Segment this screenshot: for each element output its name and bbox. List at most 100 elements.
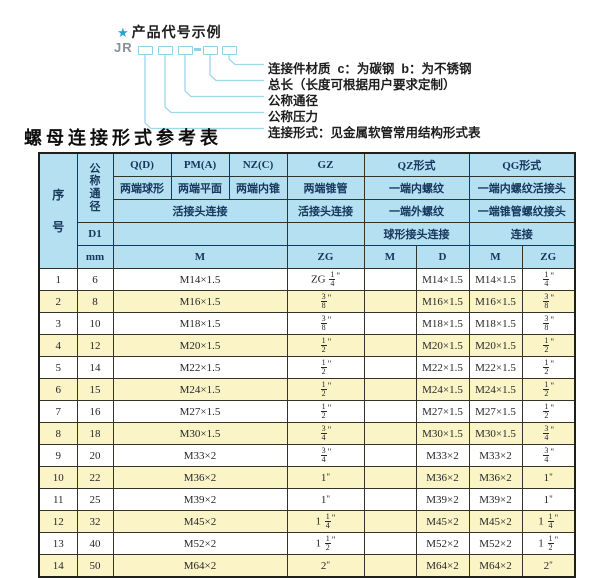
header-connect: 连接 xyxy=(468,222,576,246)
cell-qg-m: M20×1.5 xyxy=(468,334,523,357)
cell-serial: 14 xyxy=(38,554,78,578)
code-box-3 xyxy=(178,46,193,55)
table-body: 1 6 M14×1.5 ZG 1 4 " M14×1.5 M14×1.5 1 4 " 2 8 M16×1.… xyxy=(38,268,576,578)
cell-mm: 6 xyxy=(76,268,114,291)
cell-m-thread: M18×1.5 xyxy=(112,312,288,335)
table-row: 12 32 M45×2 1 1 4 " M45×2 M45×2 1 1 4 " xyxy=(38,510,576,533)
diagram-title: ★ 产品代号示例 xyxy=(117,22,222,42)
cell-serial: 3 xyxy=(38,312,78,335)
cell-qg-zg: 1 4 " xyxy=(521,268,576,291)
cell-qg-m: M36×2 xyxy=(468,466,523,489)
code-box-5 xyxy=(222,46,237,55)
cell-qz-m xyxy=(363,422,417,445)
cell-qg-m: M45×2 xyxy=(468,510,523,533)
cell-m-thread: M27×1.5 xyxy=(112,400,288,423)
cell-mm: 10 xyxy=(76,312,114,335)
header-unit-qg-zg: ZG xyxy=(521,245,576,269)
header-sub-gz: 两端锥管 xyxy=(286,176,365,200)
cell-m-thread: M14×1.5 xyxy=(112,268,288,291)
cell-gz-zg: ZG 1 4 " xyxy=(286,268,365,291)
cell-qg-m: M39×2 xyxy=(468,488,523,511)
header-group-pma: PM(A) xyxy=(170,152,230,177)
cell-mm: 16 xyxy=(76,400,114,423)
cell-qz-m xyxy=(363,488,417,511)
cell-m-thread: M64×2 xyxy=(112,554,288,578)
code-box-4 xyxy=(203,46,218,55)
header-unit-m: M xyxy=(112,245,288,269)
table-row: 7 16 M27×1.5 1 2 " M27×1.5 M27×1.5 1 2 " xyxy=(38,400,576,423)
cell-qg-m: M52×2 xyxy=(468,532,523,555)
cell-qz-m xyxy=(363,554,417,578)
cell-qg-zg: 1 2 " xyxy=(521,400,576,423)
table-row: 8 18 M30×1.5 3 4 " M30×1.5 M30×1.5 3 4 " xyxy=(38,422,576,445)
cell-qg-zg: 1 1 4 " xyxy=(521,510,576,533)
cell-qz-d: M18×1.5 xyxy=(415,312,470,335)
header-unit-qz-m: M xyxy=(363,245,417,269)
cell-qz-d: M22×1.5 xyxy=(415,356,470,379)
table-row: 11 25 M39×2 1" M39×2 M39×2 1" xyxy=(38,488,576,511)
header-group-gz: GZ xyxy=(286,152,365,177)
table-row: 1 6 M14×1.5 ZG 1 4 " M14×1.5 M14×1.5 1 4 " xyxy=(38,268,576,291)
table-row: 2 8 M16×1.5 3 8 " M16×1.5 M16×1.5 3 8 " xyxy=(38,290,576,313)
product-code-diagram: ★ 产品代号示例 JR 连接件材质 c：为碳钢 b：为不锈钢 总长（长度可根据用户… xyxy=(0,0,600,150)
cell-serial: 13 xyxy=(38,532,78,555)
cell-qz-m xyxy=(363,466,417,489)
header-sub-pma: 两端平面 xyxy=(170,176,230,200)
cell-qg-zg: 1 2 " xyxy=(521,356,576,379)
header-diameter: 公称通径 xyxy=(76,152,114,223)
cell-qz-d: M24×1.5 xyxy=(415,378,470,401)
cell-qg-m: M33×2 xyxy=(468,444,523,467)
cell-m-thread: M36×2 xyxy=(112,466,288,489)
cell-qz-d: M45×2 xyxy=(415,510,470,533)
header-group-nzc: NZ(C) xyxy=(228,152,288,177)
cell-qg-m: M14×1.5 xyxy=(468,268,523,291)
cell-qz-d: M64×2 xyxy=(415,554,470,578)
cell-qz-m xyxy=(363,268,417,291)
table-row: 14 50 M64×2 2" M64×2 M64×2 2" xyxy=(38,554,576,578)
cell-m-thread: M22×1.5 xyxy=(112,356,288,379)
cell-qg-m: M30×1.5 xyxy=(468,422,523,445)
table-row: 3 10 M18×1.5 3 8 " M18×1.5 M18×1.5 3 8 " xyxy=(38,312,576,335)
code-label-length: 总长（长度可根据用户要求定制） xyxy=(268,78,456,92)
cell-m-thread: M33×2 xyxy=(112,444,288,467)
cell-qz-d: M16×1.5 xyxy=(415,290,470,313)
cell-mm: 15 xyxy=(76,378,114,401)
cell-qg-zg: 1 2 " xyxy=(521,378,576,401)
cell-gz-zg: 1 1 4 " xyxy=(286,510,365,533)
header-d1: D1 xyxy=(76,222,114,246)
cell-serial: 7 xyxy=(38,400,78,423)
header-sub-qg: 一端内螺纹活接头 xyxy=(468,176,576,200)
cell-serial: 4 xyxy=(38,334,78,357)
cell-qz-d: M52×2 xyxy=(415,532,470,555)
cell-qz-d: M30×1.5 xyxy=(415,422,470,445)
cell-qz-d: M39×2 xyxy=(415,488,470,511)
cell-serial: 12 xyxy=(38,510,78,533)
cell-qg-zg: 2" xyxy=(521,554,576,578)
cell-qz-m xyxy=(363,510,417,533)
cell-qg-zg: 3 4 " xyxy=(521,444,576,467)
cell-gz-zg: 1" xyxy=(286,466,365,489)
code-label-material: 连接件材质 c：为碳钢 b：为不锈钢 xyxy=(268,62,472,76)
cell-qz-m xyxy=(363,444,417,467)
header-mm: mm xyxy=(76,245,114,269)
cell-gz-zg: 1 2 " xyxy=(286,334,365,357)
code-box-1 xyxy=(138,46,153,55)
cell-mm: 14 xyxy=(76,356,114,379)
cell-qz-m xyxy=(363,378,417,401)
cell-mm: 50 xyxy=(76,554,114,578)
header-unit-qz-d: D xyxy=(415,245,470,269)
header-ext-thread: 一端外螺纹 xyxy=(363,199,470,223)
cell-gz-zg: 3 8 " xyxy=(286,312,365,335)
cell-qz-m xyxy=(363,400,417,423)
header-sub-qz: 一端内螺纹 xyxy=(363,176,470,200)
cell-gz-zg: 3 4 " xyxy=(286,422,365,445)
table-row: 10 22 M36×2 1" M36×2 M36×2 1" xyxy=(38,466,576,489)
cell-gz-zg: 1 2 " xyxy=(286,356,365,379)
code-label-connection: 连接形式：见金属软管常用结构形式表 xyxy=(268,126,481,140)
cell-serial: 2 xyxy=(38,290,78,313)
header-ball-joint: 球形接头连接 xyxy=(363,222,470,246)
header-serial: 序号 xyxy=(38,152,78,269)
cell-qg-zg: 1" xyxy=(521,466,576,489)
header-blank-gz xyxy=(286,222,365,246)
cell-qg-m: M22×1.5 xyxy=(468,356,523,379)
